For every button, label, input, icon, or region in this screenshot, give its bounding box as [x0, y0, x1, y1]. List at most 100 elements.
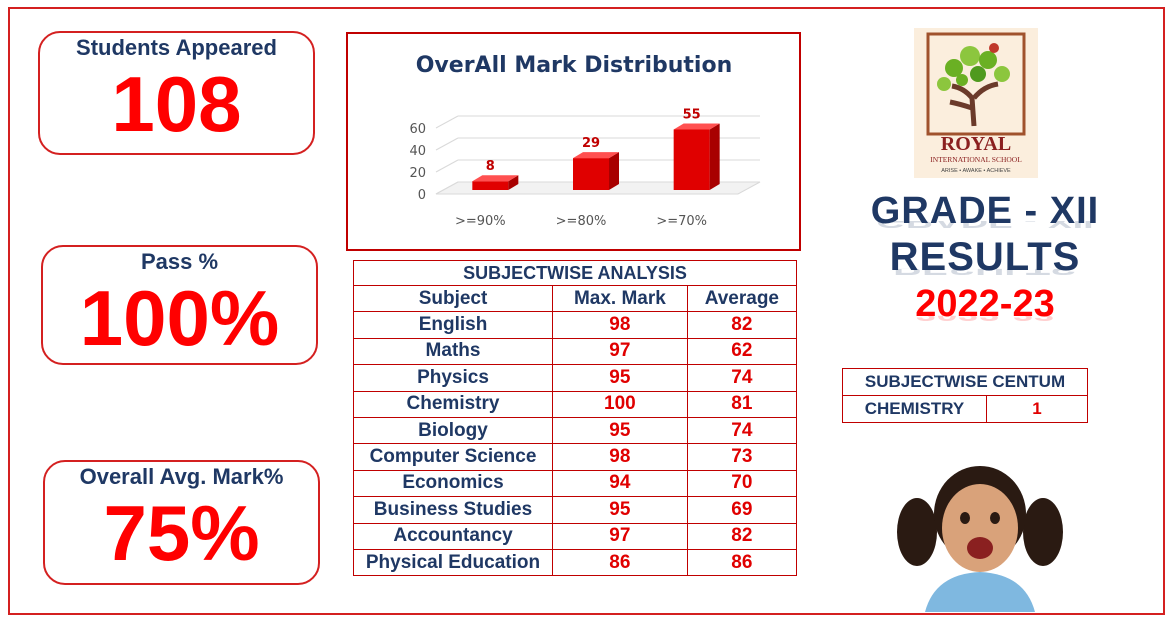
data-label: 55 [683, 108, 701, 123]
max-mark-cell: 95 [552, 416, 688, 445]
data-label: 29 [582, 136, 600, 151]
y-tick-label: 40 [409, 144, 426, 159]
gridline-depth [435, 115, 459, 129]
year-heading-reflection: 2022-23 [840, 316, 1130, 323]
chart-canvas: OverAll Mark Distribution 0 20 40 60 8 >=90% 29… [409, 53, 761, 229]
face [942, 484, 1018, 572]
subject-cell: Chemistry [353, 390, 553, 418]
results-heading-reflection: RESULTS [840, 269, 1130, 277]
y-tick-label: 20 [409, 166, 426, 181]
table-row: Computer Science 98 73 [353, 443, 798, 471]
bar-side [508, 175, 519, 190]
pass-percent-card: Pass % 100% [41, 245, 318, 365]
gridline-depth [435, 137, 459, 151]
logo-border [926, 32, 1026, 136]
dashboard-frame [8, 7, 1165, 615]
average-cell: 81 [686, 390, 798, 418]
x-category-label: >=80% [556, 214, 607, 229]
subject-cell: Business Studies [353, 496, 553, 524]
right-eye [990, 512, 1000, 524]
table-row: Physical Education 86 86 [353, 548, 798, 577]
average-cell: 74 [686, 416, 798, 445]
max-mark-cell: 95 [552, 496, 688, 524]
overall-avg-label: Overall Avg. Mark% [79, 464, 284, 489]
pass-percent-value: 100% [79, 274, 280, 362]
grade-heading-reflection: GRADE - XII [840, 221, 1130, 230]
smiling-girl-image [897, 466, 1063, 612]
bar [573, 158, 609, 190]
table-row: Chemistry 100 81 [353, 390, 798, 418]
table-row: Business Studies 95 69 [353, 496, 798, 524]
average-cell: 62 [686, 337, 798, 366]
bar-top [573, 152, 619, 159]
header-max-mark: Max. Mark [552, 284, 688, 313]
bar [472, 181, 509, 190]
table-row: Accountancy 97 82 [353, 522, 798, 550]
table-row: English 98 82 [353, 311, 798, 339]
logo-subtitle: INTERNATIONAL SCHOOL [930, 155, 1022, 164]
subject-cell: Physical Education [353, 548, 553, 577]
average-cell: 74 [686, 364, 798, 392]
pass-percent-label: Pass % [140, 249, 219, 274]
y-tick-label: 0 [418, 188, 426, 203]
overall-avg-card: Overall Avg. Mark% 75% [43, 460, 320, 585]
centum-count: 1 [986, 395, 1088, 423]
bar-side [609, 152, 619, 190]
gridline-depth [435, 159, 459, 173]
y-tick-label: 60 [409, 122, 426, 137]
school-logo: ROYAL INTERNATIONAL SCHOOL ARISE • AWAKE… [914, 28, 1038, 178]
bar [673, 129, 710, 190]
table-row: Biology 95 74 [353, 416, 798, 445]
centum-title: SUBJECTWISE CENTUM [842, 368, 1088, 396]
table-row: Physics 95 74 [353, 364, 798, 392]
results-heading: RESULTS [889, 235, 1081, 279]
header-subject: Subject [353, 284, 553, 313]
subject-cell: Physics [353, 364, 553, 392]
max-mark-cell: 98 [552, 443, 688, 471]
average-cell: 69 [686, 496, 798, 524]
year-heading: 2022-23 [915, 283, 1055, 325]
max-mark-cell: 95 [552, 364, 688, 392]
average-cell: 73 [686, 443, 798, 471]
students-appeared-value: 108 [111, 60, 242, 148]
students-appeared-label: Students Appeared [76, 35, 277, 60]
subject-cell: Biology [353, 416, 553, 445]
right-pigtail [1023, 498, 1063, 566]
table-row: Maths 97 62 [353, 337, 798, 366]
logo-tagline: ARISE • AWAKE • ACHIEVE [941, 168, 1011, 174]
subjectwise-analysis-title: SUBJECTWISE ANALYSIS [353, 260, 797, 286]
mark-distribution-chart: OverAll Mark Distribution 0 20 40 60 8 >=90% 29… [346, 32, 801, 251]
subjectwise-centum-table: SUBJECTWISE CENTUM CHEMISTRY 1 [842, 368, 1088, 423]
logo-name: ROYAL [941, 133, 1011, 155]
bar-side [709, 123, 720, 190]
header-average: Average [686, 284, 798, 313]
average-cell: 82 [686, 311, 798, 339]
tree-trunk-icon [949, 81, 999, 127]
x-category-label: >=70% [656, 214, 707, 229]
shirt [925, 572, 1035, 612]
average-cell: 70 [686, 469, 798, 498]
subject-cell: Maths [353, 337, 553, 366]
chart-title: OverAll Mark Distribution [416, 53, 733, 78]
centum-subject: CHEMISTRY [842, 395, 987, 423]
max-mark-cell: 100 [552, 390, 688, 418]
subject-cell: Economics [353, 469, 553, 498]
open-mouth [967, 537, 993, 559]
bar-top [472, 175, 519, 182]
bar-top [673, 123, 720, 130]
overall-avg-value: 75% [103, 489, 260, 577]
table-row: Economics 94 70 [353, 469, 798, 498]
subject-cell: English [353, 311, 553, 339]
max-mark-cell: 86 [552, 548, 688, 577]
tree-leaves-icon [937, 43, 1010, 91]
left-pigtail [897, 498, 937, 566]
left-eye [960, 512, 970, 524]
max-mark-cell: 98 [552, 311, 688, 339]
subject-cell: Accountancy [353, 522, 553, 550]
max-mark-cell: 97 [552, 522, 688, 550]
max-mark-cell: 94 [552, 469, 688, 498]
data-label: 8 [486, 159, 495, 174]
average-cell: 86 [686, 548, 798, 577]
x-category-label: >=90% [455, 214, 506, 229]
grade-heading: GRADE - XII [870, 190, 1100, 232]
